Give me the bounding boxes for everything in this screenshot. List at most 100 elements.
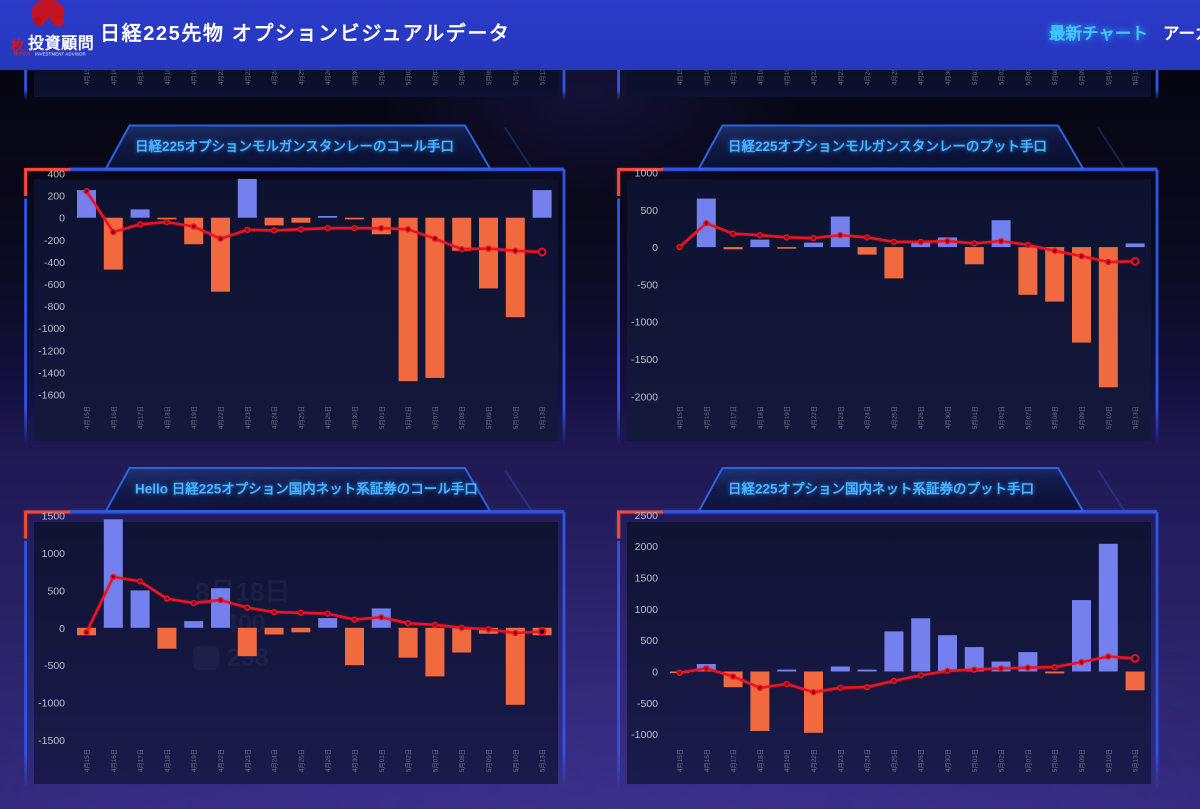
svg-text:-1500: -1500 bbox=[38, 735, 65, 747]
svg-text:4月19日: 4月19日 bbox=[190, 749, 198, 772]
svg-text:5月13日: 5月13日 bbox=[539, 406, 547, 429]
svg-text:-500: -500 bbox=[44, 660, 65, 672]
svg-text:-1000: -1000 bbox=[631, 317, 658, 329]
svg-text:4月17日: 4月17日 bbox=[730, 406, 738, 429]
svg-text:5月09日: 5月09日 bbox=[1078, 406, 1086, 429]
svg-text:5月07日: 5月07日 bbox=[1024, 406, 1032, 429]
svg-text:4月16日: 4月16日 bbox=[110, 406, 118, 429]
svg-text:4月19日: 4月19日 bbox=[783, 406, 791, 429]
svg-text:5月07日: 5月07日 bbox=[431, 62, 439, 85]
svg-text:4月15日: 4月15日 bbox=[83, 749, 91, 772]
svg-text:5月13日: 5月13日 bbox=[1132, 749, 1140, 772]
svg-text:5月01日: 5月01日 bbox=[378, 406, 386, 429]
svg-text:1000: 1000 bbox=[635, 604, 659, 616]
svg-text:-1000: -1000 bbox=[38, 323, 65, 335]
svg-text:4月24日: 4月24日 bbox=[271, 406, 279, 429]
svg-text:4月24日: 4月24日 bbox=[864, 62, 872, 85]
svg-text:4月26日: 4月26日 bbox=[324, 749, 332, 772]
svg-text:0: 0 bbox=[652, 667, 658, 679]
svg-text:4月19日: 4月19日 bbox=[783, 749, 791, 772]
svg-text:4月25日: 4月25日 bbox=[297, 406, 305, 429]
svg-text:4月17日: 4月17日 bbox=[137, 62, 145, 85]
svg-text:-1400: -1400 bbox=[38, 367, 65, 379]
svg-text:4月24日: 4月24日 bbox=[271, 62, 279, 85]
svg-text:4月19日: 4月19日 bbox=[190, 62, 198, 85]
svg-text:4月26日: 4月26日 bbox=[324, 406, 332, 429]
svg-text:4月24日: 4月24日 bbox=[864, 749, 872, 772]
svg-text:4月18日: 4月18日 bbox=[756, 62, 764, 85]
svg-text:-2000: -2000 bbox=[631, 391, 658, 403]
svg-text:4月22日: 4月22日 bbox=[810, 406, 818, 429]
svg-text:4月17日: 4月17日 bbox=[730, 62, 738, 85]
svg-text:-800: -800 bbox=[44, 301, 65, 313]
svg-text:4月18日: 4月18日 bbox=[756, 749, 764, 772]
svg-text:4月26日: 4月26日 bbox=[917, 406, 925, 429]
svg-text:5月02日: 5月02日 bbox=[998, 62, 1006, 85]
svg-text:5月09日: 5月09日 bbox=[1078, 749, 1086, 772]
svg-text:-500: -500 bbox=[637, 698, 658, 710]
svg-text:4月23日: 4月23日 bbox=[837, 749, 845, 772]
svg-text:4月17日: 4月17日 bbox=[730, 749, 738, 772]
svg-text:4月16日: 4月16日 bbox=[110, 749, 118, 772]
svg-text:4月18日: 4月18日 bbox=[756, 406, 764, 429]
svg-text:2000: 2000 bbox=[635, 541, 659, 553]
svg-text:4月15日: 4月15日 bbox=[83, 406, 91, 429]
svg-text:5月08日: 5月08日 bbox=[1051, 62, 1059, 85]
svg-text:5月08日: 5月08日 bbox=[458, 62, 466, 85]
svg-text:4月17日: 4月17日 bbox=[137, 406, 145, 429]
svg-text:日経225オプション国内ネット系証券のプット手口: 日経225オプション国内ネット系証券のプット手口 bbox=[728, 481, 1034, 497]
svg-text:5月10日: 5月10日 bbox=[1105, 749, 1113, 772]
svg-text:5月01日: 5月01日 bbox=[378, 62, 386, 85]
svg-text:優良投資: 優良投資 bbox=[14, 50, 31, 57]
svg-text:-1000: -1000 bbox=[38, 698, 65, 710]
svg-text:1500: 1500 bbox=[42, 511, 66, 523]
svg-text:-1500: -1500 bbox=[631, 354, 658, 366]
svg-text:4月16日: 4月16日 bbox=[110, 62, 118, 85]
svg-text:1000: 1000 bbox=[42, 548, 66, 560]
svg-text:5月07日: 5月07日 bbox=[431, 406, 439, 429]
svg-text:5月01日: 5月01日 bbox=[971, 406, 979, 429]
svg-text:5月07日: 5月07日 bbox=[1024, 749, 1032, 772]
svg-text:4月22日: 4月22日 bbox=[217, 62, 225, 85]
svg-text:4月25日: 4月25日 bbox=[890, 749, 898, 772]
svg-text:5月10日: 5月10日 bbox=[1105, 62, 1113, 85]
svg-text:4月23日: 4月23日 bbox=[244, 62, 252, 85]
svg-text:5月02日: 5月02日 bbox=[405, 749, 413, 772]
svg-text:500: 500 bbox=[47, 585, 65, 597]
svg-text:5月13日: 5月13日 bbox=[1132, 406, 1140, 429]
svg-text:5月10日: 5月10日 bbox=[512, 749, 520, 772]
svg-text:-600: -600 bbox=[44, 279, 65, 291]
svg-text:1500: 1500 bbox=[635, 573, 659, 585]
svg-text:4月15日: 4月15日 bbox=[676, 406, 684, 429]
svg-text:日経225オプションモルガンスタンレーのコール手口: 日経225オプションモルガンスタンレーのコール手口 bbox=[135, 138, 454, 154]
svg-text:-200: -200 bbox=[44, 235, 65, 247]
svg-text:1000: 1000 bbox=[635, 168, 659, 180]
svg-text:5月07日: 5月07日 bbox=[431, 749, 439, 772]
svg-text:5月01日: 5月01日 bbox=[378, 749, 386, 772]
svg-text:4月15日: 4月15日 bbox=[676, 749, 684, 772]
svg-text:5月02日: 5月02日 bbox=[998, 406, 1006, 429]
svg-text:4月17日: 4月17日 bbox=[137, 749, 145, 772]
svg-text:500: 500 bbox=[640, 635, 658, 647]
svg-text:5月09日: 5月09日 bbox=[485, 749, 493, 772]
svg-text:4月15日: 4月15日 bbox=[83, 62, 91, 85]
svg-text:-500: -500 bbox=[637, 279, 658, 291]
svg-text:投資顧問: 投資顧問 bbox=[28, 34, 94, 53]
svg-text:4月16日: 4月16日 bbox=[703, 406, 711, 429]
svg-text:4月26日: 4月26日 bbox=[917, 62, 925, 85]
svg-text:5月10日: 5月10日 bbox=[1105, 406, 1113, 429]
svg-text:4月18日: 4月18日 bbox=[163, 749, 171, 772]
svg-text:-1600: -1600 bbox=[38, 390, 65, 402]
svg-text:4月25日: 4月25日 bbox=[297, 749, 305, 772]
svg-text:500: 500 bbox=[640, 205, 658, 217]
svg-text:4月26日: 4月26日 bbox=[324, 62, 332, 85]
svg-text:5月09日: 5月09日 bbox=[485, 406, 493, 429]
svg-text:4月25日: 4月25日 bbox=[890, 62, 898, 85]
svg-text:4月22日: 4月22日 bbox=[810, 749, 818, 772]
svg-text:400: 400 bbox=[47, 169, 65, 181]
svg-text:枚: 枚 bbox=[11, 38, 25, 53]
svg-text:4月30日: 4月30日 bbox=[944, 406, 952, 429]
svg-text:4月16日: 4月16日 bbox=[703, 62, 711, 85]
svg-text:4月24日: 4月24日 bbox=[864, 406, 872, 429]
svg-text:4月23日: 4月23日 bbox=[837, 406, 845, 429]
